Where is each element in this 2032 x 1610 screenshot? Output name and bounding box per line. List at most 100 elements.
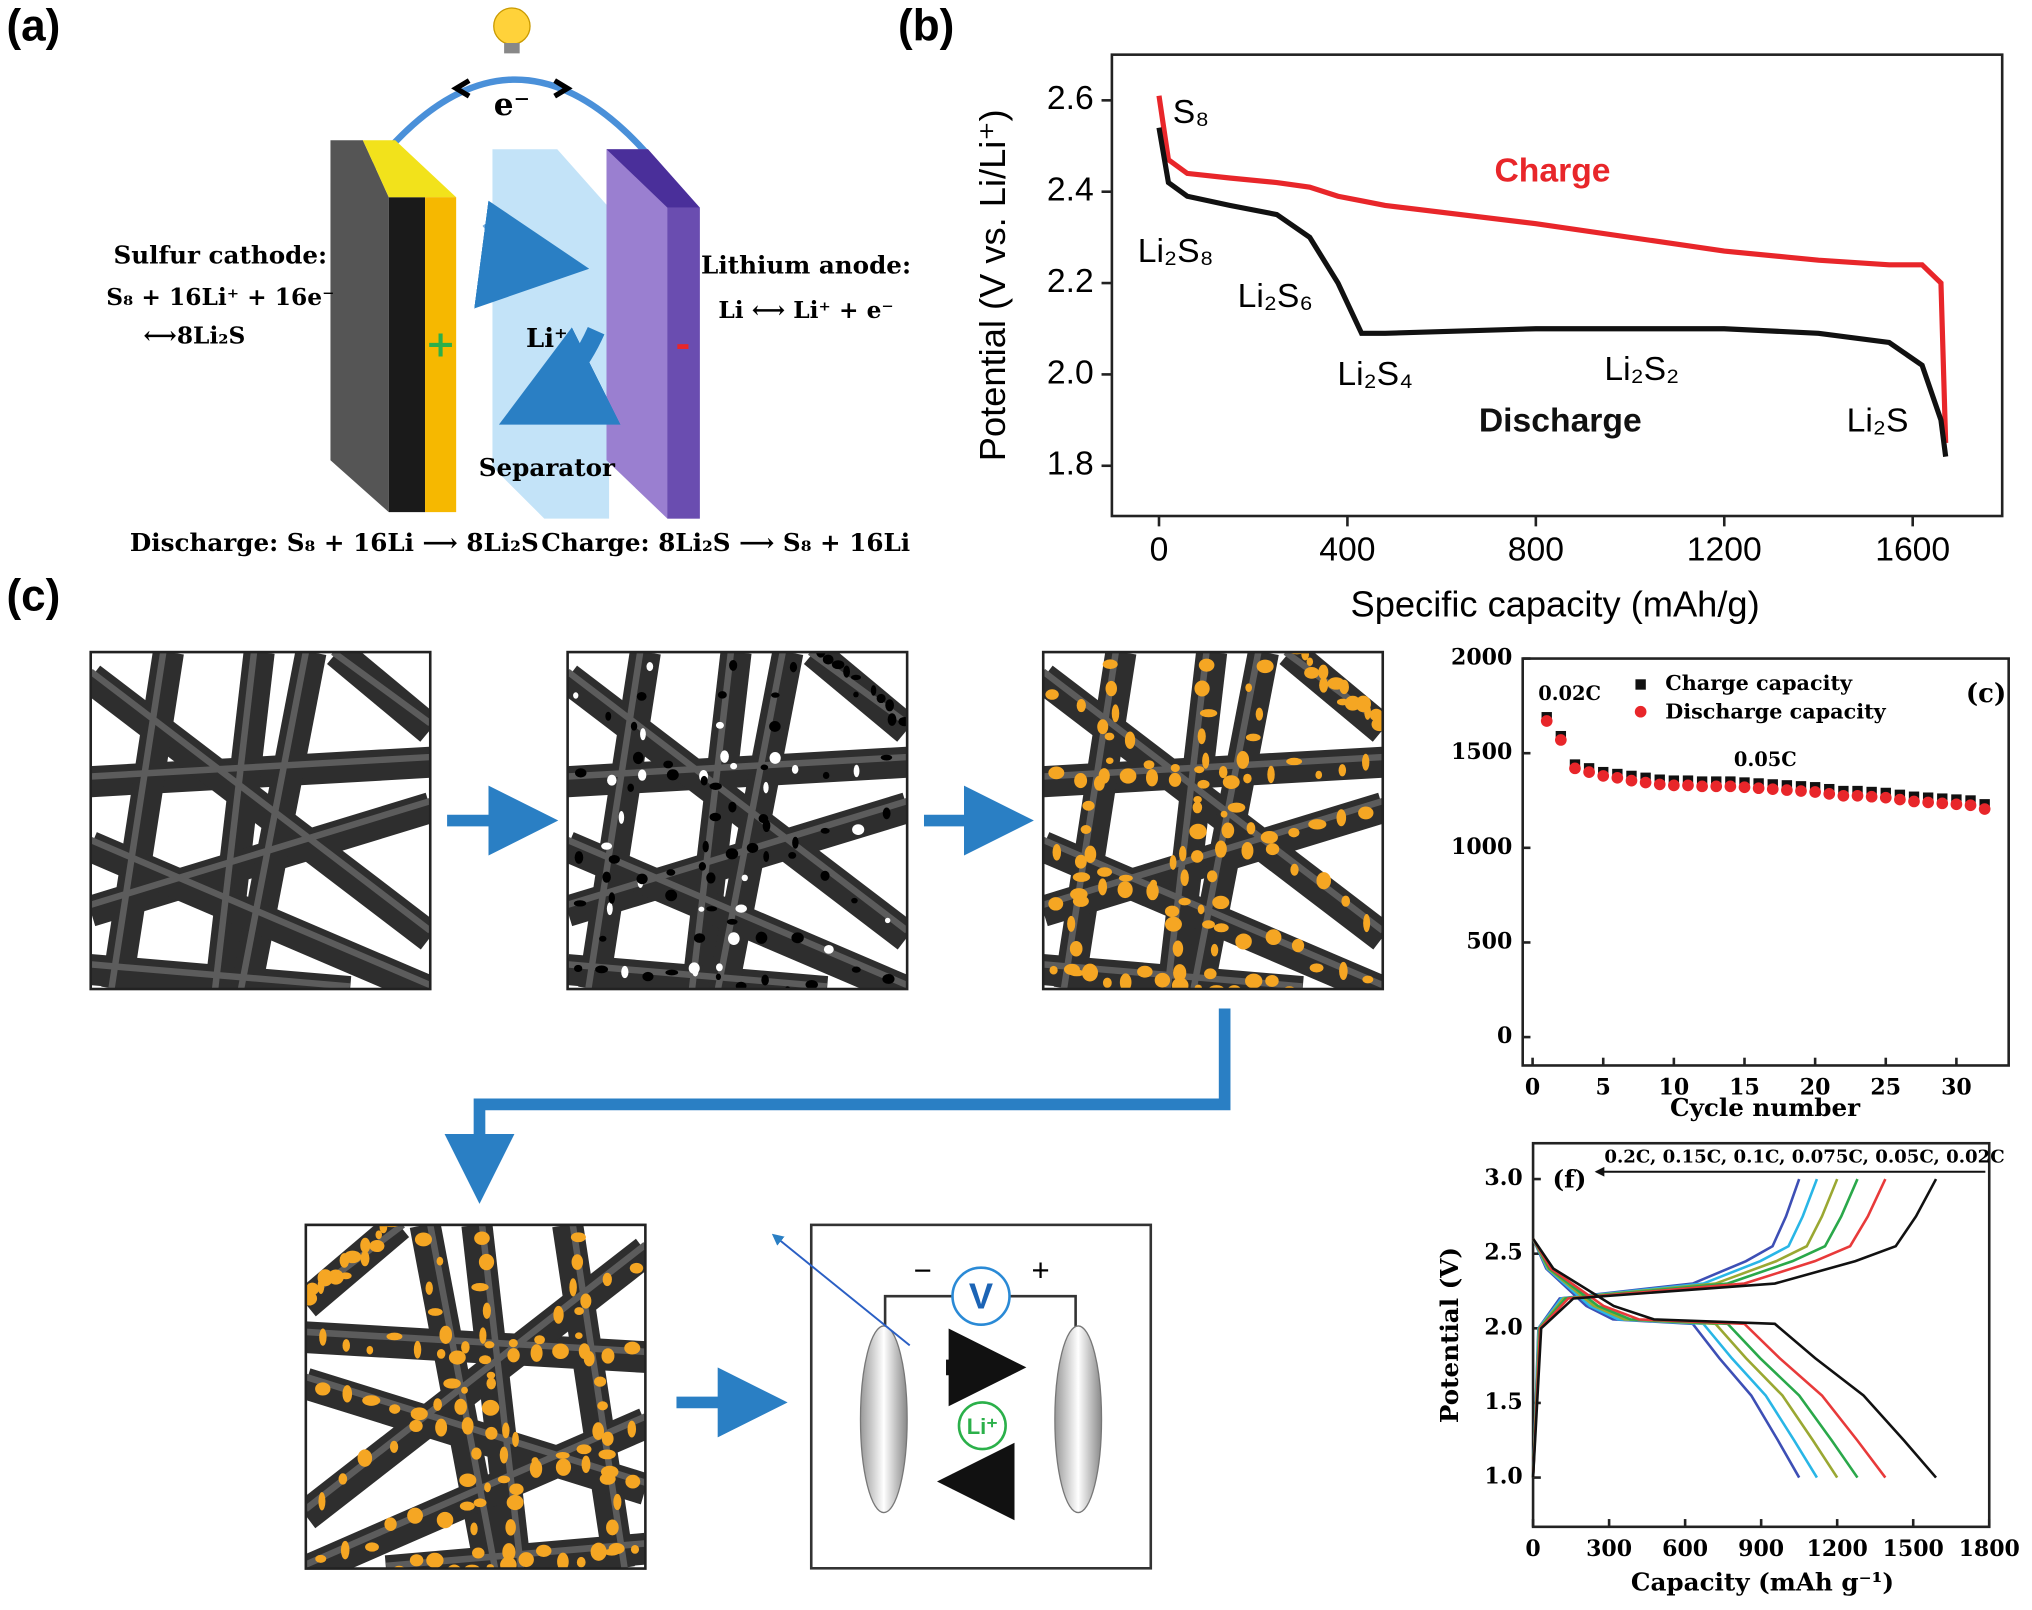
dot [574,768,587,778]
dot [720,750,729,763]
dot [715,721,724,729]
dot [1074,854,1087,869]
dot [555,1458,572,1476]
x-tick-label: 300 [1586,1536,1632,1562]
dot [1165,916,1182,932]
dot [1081,963,1099,982]
dot [474,1231,490,1245]
point [1879,791,1892,804]
line-series [1156,95,1949,444]
legend-label: Discharge capacity [1665,699,1886,723]
dot [518,1552,534,1568]
dot [725,848,739,860]
dot [1170,763,1180,773]
line-series [1531,1238,1937,1479]
dot [735,904,747,913]
dot [375,1230,382,1240]
x-axis-label: Cycle number [1670,1093,1861,1122]
dot [1286,757,1303,766]
cathode-equation: ⟷8Li₂S [143,323,245,350]
anode-title: Lithium anode: [701,251,911,280]
dot [315,1554,327,1563]
panel-label: (c) [1966,679,2006,709]
charge-equation: Charge: 8Li₂S ⟶ S₈ + 16Li [541,528,910,557]
dot [636,691,647,701]
panel-a: (a) e⁻ + - Li⁺ Separator Sulfur cathode:… [6,1,911,557]
dot [360,1237,371,1253]
dot [555,1452,570,1459]
dot [435,1418,448,1437]
dot [880,754,893,761]
dot [715,973,722,981]
dot [606,1519,619,1536]
panel-label: (c) [6,572,60,621]
dot [317,1277,325,1295]
dot [1199,709,1218,718]
dot [760,764,769,771]
dot [716,963,723,972]
dot [1192,801,1203,814]
dot [769,721,781,732]
dot [409,1419,423,1432]
dot [1104,732,1115,741]
dot [627,783,635,792]
dot [553,1305,564,1324]
electron-label: e⁻ [494,87,530,123]
dot [1172,940,1184,957]
dot [1315,770,1323,780]
dot [1288,827,1300,838]
dot [574,851,584,864]
electrode [859,1325,908,1514]
dot [1308,819,1327,830]
dot [1306,657,1314,667]
panel-c: (c) V − + Li⁺ [6,572,1385,1570]
x-tick-label: 5 [1596,1075,1611,1101]
dot [887,713,897,726]
dot [409,1554,424,1567]
dot [1221,822,1235,839]
annotation: S₈ [1173,94,1209,131]
dot [1067,915,1076,932]
dot [500,1556,517,1569]
anode-top [606,149,700,208]
dot [1093,775,1105,791]
chart: 0 5 10 15 20 25 30 0 500 1000 1500 2000 (c) Cycle num… [1451,645,2010,1122]
dot [771,692,780,698]
dot [666,869,676,876]
dot [569,1278,577,1297]
dot [1245,973,1263,989]
dot [1105,680,1118,697]
point [1936,797,1949,810]
dot [486,1377,496,1390]
dot [709,782,722,790]
dot [594,1376,607,1387]
x-tick-label: 1200 [1687,531,1762,568]
dot [461,1386,468,1394]
dot [601,842,613,850]
dot [630,1544,640,1554]
dot [1227,802,1246,813]
dot [1358,806,1374,820]
cathode-top [362,140,457,198]
dot [413,1340,422,1359]
dot [1052,843,1062,861]
dot [898,716,908,727]
dot [1246,822,1256,835]
x-tick-label: 1200 [1807,1536,1868,1562]
dot [410,1407,428,1421]
y-tick-label: 500 [1466,928,1512,954]
line-series [1531,1178,1839,1478]
dot [882,807,891,820]
y-tick-label: 2.0 [1047,354,1094,391]
dot [805,980,818,990]
dot [1197,904,1205,915]
dot [728,801,737,813]
dot [730,762,738,770]
point [1964,799,1977,812]
dot [425,1281,433,1295]
series-label: Charge [1494,152,1610,189]
annotation: 0.05C [1734,748,1797,771]
dot [791,932,804,944]
dot [1235,933,1252,950]
